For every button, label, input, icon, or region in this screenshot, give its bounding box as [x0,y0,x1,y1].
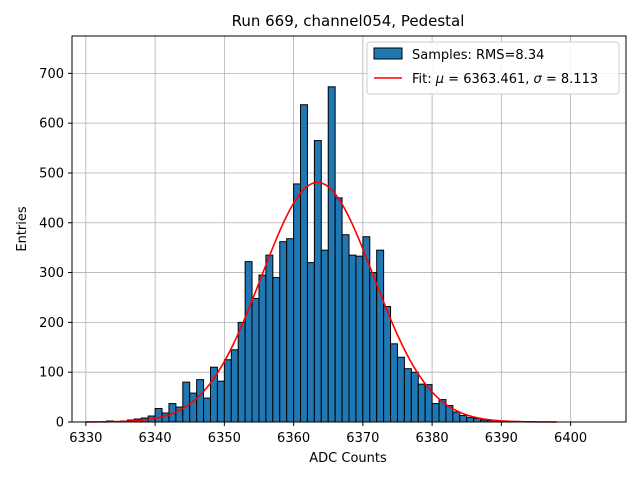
histogram-bar [466,417,475,423]
fit-curve [85,181,557,423]
histogram-bar [244,261,253,423]
histogram-bar [265,254,274,423]
histogram-bar [237,321,246,423]
y-tick-label: 700 [39,67,64,82]
histogram-bar [182,381,191,423]
legend-box [366,41,620,95]
gaussian-fit [85,181,557,423]
legend: Samples: RMS=8.34 Fit: μ = 6363.461, σ =… [366,41,620,95]
y-tick-label: 200 [39,316,64,331]
x-tick-label: 6400 [554,431,587,446]
histogram-bar [417,383,426,423]
histogram-bar [230,349,239,423]
y-tick-label: 500 [39,166,64,181]
histogram-bar [390,343,398,423]
histogram-bar [452,411,461,423]
histogram-bar [196,379,205,423]
y-tick-label: 400 [39,216,64,231]
histogram-bars [106,86,509,423]
x-axis-ticks: 6330 6340 6350 6360 6370 6380 6390 6400 [69,422,587,446]
histogram-bar [320,249,329,423]
legend-histogram-label: Samples: RMS=8.34 [412,48,544,63]
histogram-bar [223,359,232,423]
x-tick-label: 6380 [416,431,449,446]
x-tick-label: 6390 [485,431,518,446]
histogram-bar [369,272,378,423]
histogram-bar [341,234,350,423]
histogram-bar [334,197,343,423]
y-axis-label: Entries [15,206,30,252]
histogram-bar [272,277,281,423]
x-axis-label: ADC Counts [309,451,387,466]
histogram-bar [410,371,419,423]
y-tick-label: 0 [56,416,64,431]
histogram-bar [431,403,440,423]
histogram-bar [293,183,302,423]
histogram-bar [154,408,163,423]
x-tick-label: 6370 [346,431,379,446]
histogram-bar [327,86,336,423]
histogram-bar [258,274,267,423]
histogram-bar [348,254,357,423]
histogram-bar [286,238,295,423]
x-tick-label: 6340 [139,431,172,446]
histogram-bar [403,368,412,423]
histogram-bar [279,241,288,423]
x-tick-label: 6350 [208,431,241,446]
histogram-bar [203,397,211,423]
histogram-bar [355,255,364,423]
histogram-bar [396,356,405,423]
histogram-bar [383,305,392,423]
histogram-bar [306,262,315,423]
histogram-bar [300,104,308,423]
histogram-bar [376,249,385,423]
histogram-bar [459,415,468,423]
x-tick-label: 6360 [277,431,310,446]
legend-histogram-swatch [373,47,403,60]
y-tick-label: 300 [39,266,64,281]
histogram-bar [189,392,198,423]
x-tick-label: 6330 [69,431,102,446]
plot-frame [71,35,627,423]
chart-title: Run 669, channel054, Pedestal [232,12,465,30]
y-tick-label: 600 [39,117,64,132]
histogram-bar [216,380,225,423]
histogram-bar [251,297,260,423]
y-axis-ticks: 0 100 200 300 400 500 600 700 [39,67,72,431]
y-tick-label: 100 [39,366,64,381]
legend-fit-label: Fit: μ = 6363.461, σ = 8.113 [412,72,598,87]
